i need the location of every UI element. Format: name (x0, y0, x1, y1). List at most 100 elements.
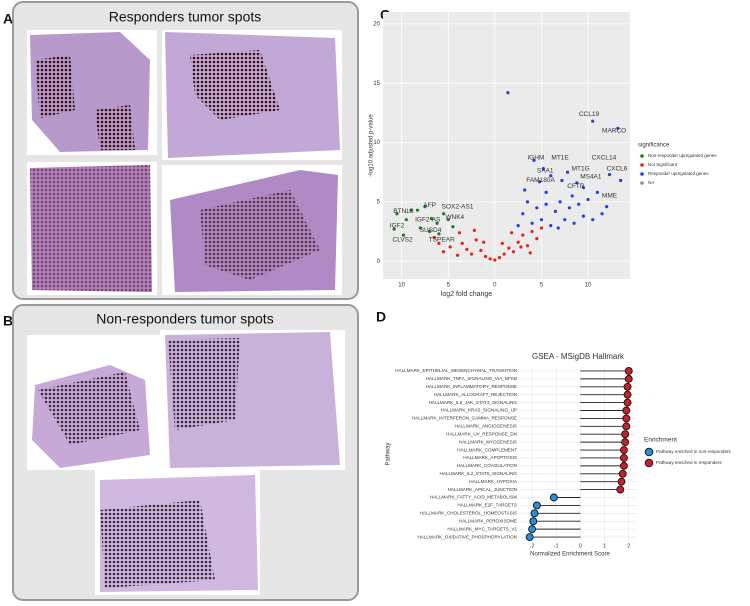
panel-label: A (3, 11, 13, 27)
y-tick-label: HALLMARK_PEROXISOME (459, 518, 517, 523)
legend-label: Pathway enriched in non-responders (656, 449, 732, 454)
x-tick-label: -2 (530, 543, 535, 549)
x-axis-label: Normalized Enrichment Score (530, 552, 610, 558)
point (532, 158, 536, 162)
point (474, 238, 478, 242)
gene-label: CCL19 (579, 111, 600, 118)
point (565, 170, 570, 174)
y-tick-label: HALLMARK_IL2_STAT5_SIGNALING (440, 471, 518, 476)
x-axis-label: log2 fold change (441, 291, 492, 298)
tissue-images (27, 30, 342, 295)
y-tick-label: 15 (373, 81, 380, 87)
volcano-plot: 0 5 10 15 20 10 5 0 5 10 log2 fold change -log10 ad… (369, 12, 717, 298)
gene-label: MT1E (551, 155, 569, 162)
gene-label: SAA1 (537, 168, 554, 175)
gene-label: IGF2 (390, 222, 405, 229)
point (530, 229, 534, 234)
point (493, 258, 497, 262)
point (516, 240, 520, 244)
y-tick-label: HALLMARK_IL6_JAK_STAT3_SIGNALING (429, 400, 518, 405)
point (616, 126, 620, 130)
lollipop-dot (623, 398, 632, 407)
point (497, 256, 502, 260)
point (575, 181, 579, 185)
point (401, 233, 406, 237)
legend-swatch (644, 447, 654, 457)
gene-label: CLVS2 (393, 237, 413, 244)
point (500, 241, 504, 245)
y-tick-label: HALLMARK_COAGULATION (457, 463, 517, 468)
point (483, 254, 488, 259)
y-tick-label: HALLMARK_FATTY_ACID_METABOLISM (430, 495, 517, 500)
point (581, 214, 585, 218)
x-tick-label: 10 (585, 283, 592, 289)
point (479, 248, 483, 253)
point (544, 202, 548, 206)
point (537, 180, 542, 184)
y-tick-label: 5 (377, 199, 381, 205)
legend-label: Pathway enriched in responders (656, 460, 722, 465)
gene-label: SOX2-AS1 (442, 203, 474, 210)
y-tick-label: 0 (377, 259, 381, 265)
point (455, 253, 460, 257)
panel-label: D (376, 309, 386, 325)
point (535, 206, 539, 210)
panel-title: Responders tumor spots (109, 9, 262, 25)
legend-swatch (640, 163, 644, 167)
point (441, 212, 446, 216)
gene-label: IGHM (527, 155, 544, 162)
lollipop-dot (623, 390, 632, 399)
y-tick-label: HALLMARK_INTERFERON_GAMMA_RESPONSE (412, 416, 517, 421)
x-tick-label: 1 (603, 543, 606, 549)
lollipop-dot (549, 493, 558, 502)
point (472, 228, 476, 232)
point (560, 178, 564, 183)
x-tick-label: 5 (540, 283, 544, 289)
legend-swatch (640, 181, 644, 185)
chart-title: GSEA - MSigDB Hallmark (532, 352, 625, 361)
point (446, 218, 450, 222)
lollipop-plot: GSEA - MSigDB Hallmark -2 -1 0 1 2 HALLMARK_EP… (386, 352, 732, 557)
gene-label: CFTR (567, 183, 585, 190)
y-tick-label: HALLMARK_KRAS_SIGNALING_UP (441, 408, 517, 413)
y-tick-label: HALLMARK_ANGIOGENESIS (454, 424, 517, 429)
point (539, 226, 544, 230)
point (457, 231, 462, 235)
point (591, 218, 595, 222)
point (418, 226, 422, 230)
legend-label: Not Significant (648, 162, 678, 167)
lollipop-dot (621, 430, 630, 439)
y-axis-label: Pathway (386, 442, 392, 465)
x-tick-label: 10 (398, 283, 405, 289)
point (482, 240, 486, 244)
legend-label: NA (648, 180, 654, 185)
x-tick-label: 2 (627, 543, 630, 549)
y-tick-label: HALLMARK_EPITHELIAL_MESENCHYMAL_TRANSITI… (395, 368, 517, 373)
y-tick-label: HALLMARK_HYPOXIA (469, 479, 518, 484)
point (591, 119, 595, 123)
legend-label: Responder upregulated genes (648, 171, 709, 176)
point (600, 212, 604, 216)
tissue-images (27, 330, 345, 595)
y-tick-label: HALLMARK_OXIDATIVE_PHOSPHORYLATION (417, 534, 517, 539)
point (437, 232, 441, 236)
y-tick-label: HALLMARK_MYOGENESIS (459, 439, 517, 444)
point (519, 245, 523, 249)
lollipop-dot (622, 414, 631, 423)
point (423, 205, 427, 209)
lollipop-dot (623, 382, 632, 391)
point (553, 209, 558, 213)
point (428, 229, 432, 234)
lollipop-dot (530, 509, 539, 518)
point (567, 206, 572, 210)
point (525, 244, 530, 248)
lollipop-dot (621, 438, 630, 447)
lollipop-dot (618, 469, 627, 478)
lollipop-dot (619, 446, 628, 454)
point (441, 250, 446, 254)
panel-title: Non-responders tumor spots (96, 311, 273, 327)
point (595, 190, 599, 194)
gene-label: WNK4 (445, 214, 464, 221)
y-tick-label: HALLMARK_APICAL_JUNCTION (448, 487, 517, 492)
